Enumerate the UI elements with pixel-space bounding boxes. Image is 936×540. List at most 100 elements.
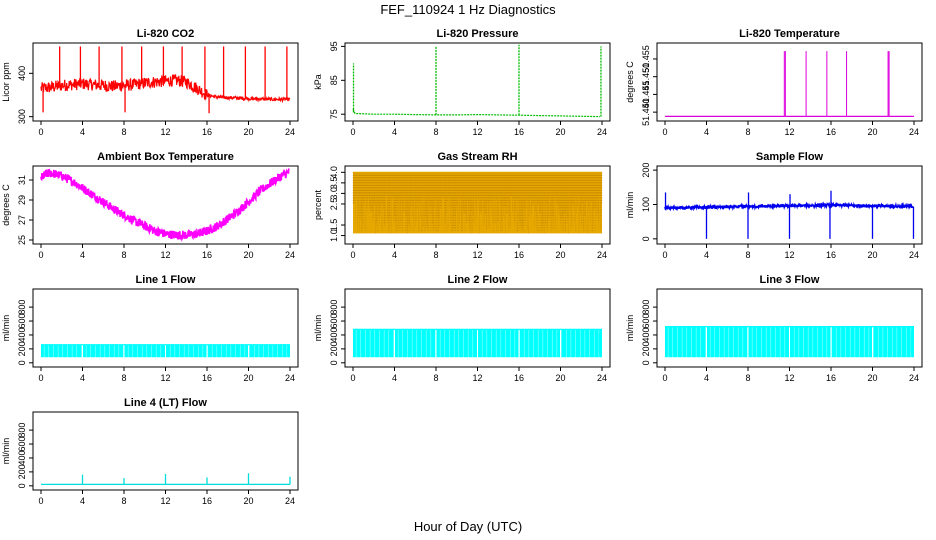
y-tick-label: 800: [329, 300, 339, 315]
y-tick-label: 51.450: [641, 63, 651, 91]
x-tick-label: 0: [350, 127, 355, 137]
series-layer: [40, 168, 290, 243]
x-tick-label: 16: [826, 373, 836, 383]
x-tick-label: 4: [392, 373, 397, 383]
y-tick-label: 2.5: [329, 198, 339, 211]
x-tick-label: 12: [160, 496, 170, 506]
y-tick-label: 95: [329, 41, 339, 51]
x-tick-label: 16: [202, 127, 212, 137]
panel-7: Line 1 Flow ml/min 0 4 8 12 16 20 24 0 20040060080…: [1, 274, 299, 383]
x-tick-label: 20: [243, 496, 253, 506]
x-tick-label: 0: [38, 127, 43, 137]
band-tail: [910, 330, 914, 354]
x-tick-label: 24: [909, 127, 919, 137]
y-tick-label: 600: [641, 314, 651, 329]
x-tick-label: 4: [392, 250, 397, 260]
x-tick-label: 24: [909, 373, 919, 383]
y-tick-label: 3.5: [329, 177, 339, 190]
x-tick-label: 16: [202, 373, 212, 383]
plot-frame: [344, 42, 611, 122]
y-tick-label: 400: [17, 66, 27, 81]
x-tick-label: 20: [243, 373, 253, 383]
panel-title: Li-820 Pressure: [437, 28, 519, 40]
panel-6: Sample Flow ml/min 0 4 8 12 16 20 24 0 100 200: [625, 151, 923, 260]
panel-title: Li-820 CO2: [137, 28, 194, 40]
x-tick-label: 20: [243, 127, 253, 137]
x-tick-label: 8: [121, 496, 126, 506]
y-tick-label: 51.440: [641, 98, 651, 126]
x-tick-label: 12: [160, 127, 170, 137]
band-tail: [598, 333, 602, 354]
series-layer: [41, 339, 290, 358]
y-tick-label: 100: [641, 197, 651, 212]
y-tick-label: 800: [17, 423, 27, 438]
panel-3: Li-820 Temperature degrees C 0 4 8 12 16 20 24 51…: [625, 28, 923, 137]
panel-10: Line 4 (LT) Flow ml/min 0 4 8 12 16 20 24 0 200400…: [1, 397, 299, 506]
series-layer: [664, 190, 915, 239]
x-tick-label: 24: [597, 250, 607, 260]
x-tick-label: 8: [121, 250, 126, 260]
y-tick-label: 400: [17, 450, 27, 465]
y-tick-label: 200: [329, 341, 339, 356]
y-tick-label: 200: [641, 163, 651, 178]
y-tick-label: 0: [641, 236, 651, 241]
x-tick-label: 0: [662, 250, 667, 260]
panel-title: Line 1 Flow: [136, 274, 196, 286]
y-tick-label: 31: [17, 175, 27, 185]
x-tick-label: 16: [514, 373, 524, 383]
series-line-1: [352, 108, 600, 118]
x-tick-label: 0: [662, 373, 667, 383]
x-tick-label: 12: [472, 250, 482, 260]
y-tick-label: 85: [329, 75, 339, 85]
x-tick-label: 24: [285, 496, 295, 506]
x-tick-label: 12: [784, 127, 794, 137]
x-tick-label: 4: [80, 373, 85, 383]
x-tick-label: 0: [662, 127, 667, 137]
y-tick-label: 51.445: [641, 81, 651, 109]
panel-2: Li-820 Pressure kPa 0 4 8 12 16 20 24 75 85 95: [313, 28, 611, 137]
x-tick-label: 4: [704, 250, 709, 260]
x-tick-label: 8: [121, 373, 126, 383]
series-layer: [665, 320, 914, 358]
rh-floor: [353, 233, 602, 244]
y-axis-label: ml/min: [313, 315, 323, 342]
series-layer: [665, 51, 914, 118]
y-tick-label: 300: [17, 109, 27, 124]
x-tick-label: 0: [38, 250, 43, 260]
y-tick-label: 0: [329, 360, 339, 365]
x-tick-label: 0: [38, 373, 43, 383]
panel-8: Line 2 Flow ml/min 0 4 8 12 16 20 24 0 20040060080…: [313, 274, 611, 383]
panel-title: Line 2 Flow: [448, 274, 508, 286]
x-tick-label: 12: [472, 127, 482, 137]
y-tick-label: 400: [329, 327, 339, 342]
x-tick-label: 4: [80, 496, 85, 506]
y-tick-label: 29: [17, 195, 27, 205]
y-tick-label: 200: [17, 464, 27, 479]
x-tick-label: 24: [285, 250, 295, 260]
panel-title: Ambient Box Temperature: [97, 151, 234, 163]
y-axis-label: kPa: [313, 74, 323, 90]
y-tick-label: 27: [17, 215, 27, 225]
panel-1: Li-820 CO2 Licor ppm 0 4 8 12 16 20 24 300 400: [1, 28, 299, 137]
series-layer: [41, 473, 291, 485]
y-tick-label: 75: [329, 109, 339, 119]
y-tick-label: 800: [17, 300, 27, 315]
figure-title: FEF_110924 1 Hz Diagnostics: [380, 2, 556, 17]
band-tail: [286, 348, 290, 354]
x-tick-label: 24: [285, 127, 295, 137]
x-tick-label: 0: [38, 496, 43, 506]
panel-title: Line 4 (LT) Flow: [124, 397, 207, 409]
panel-title: Line 3 Flow: [760, 274, 820, 286]
y-tick-label: 600: [17, 437, 27, 452]
x-tick-label: 16: [514, 250, 524, 260]
x-tick-label: 4: [704, 127, 709, 137]
y-tick-label: 800: [641, 300, 651, 315]
panel-title: Sample Flow: [756, 151, 824, 163]
y-tick-label: 1.5: [329, 219, 339, 232]
x-tick-label: 4: [80, 250, 85, 260]
x-tick-label: 20: [555, 250, 565, 260]
x-tick-label: 16: [826, 250, 836, 260]
y-tick-label: 3.0: [329, 187, 339, 200]
x-tick-label: 16: [826, 127, 836, 137]
